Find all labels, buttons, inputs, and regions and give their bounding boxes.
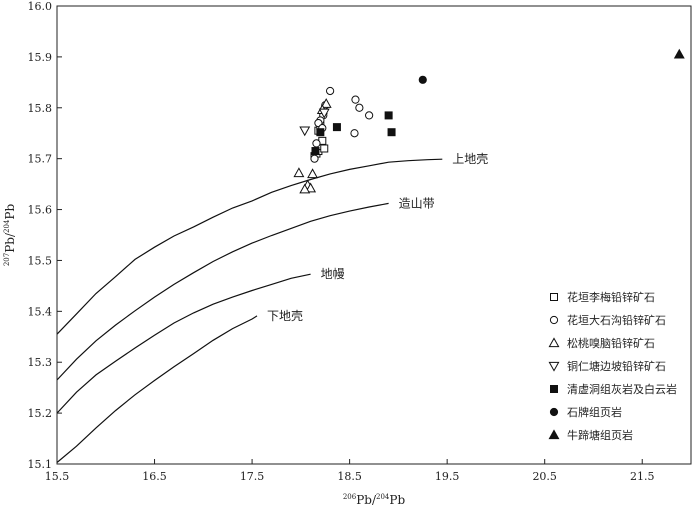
- data-point: [310, 154, 319, 163]
- data-point: [305, 182, 317, 193]
- x-axis-title: 206Pb/204Pb: [343, 493, 406, 507]
- x-tick-label: 18.5: [337, 470, 362, 483]
- x-tick-label: 16.5: [142, 470, 167, 483]
- data-point: [320, 144, 329, 153]
- y-tick-label: 15.4: [28, 305, 53, 318]
- x-tick-label: 21.5: [630, 470, 655, 483]
- curve-label: 造山带: [399, 196, 435, 210]
- legend-label: 花垣大石沟铅锌矿石: [567, 313, 666, 327]
- data-point: [326, 86, 335, 96]
- data-point: [351, 95, 360, 104]
- data-point: [387, 128, 396, 137]
- y-tick-label: 15.6: [28, 204, 53, 217]
- legend-label: 牛蹄塘组页岩: [567, 428, 633, 442]
- legend-marker: [550, 385, 558, 393]
- legend-marker: [549, 315, 559, 325]
- x-axis-ticks: 15.5 16.5 17.5 18.5 19.5 20.5 21.5: [45, 459, 655, 483]
- legend-label: 石牌组页岩: [567, 405, 622, 419]
- plot-frame: [56, 5, 692, 465]
- data-point: [384, 111, 393, 120]
- curve-line: [56, 315, 258, 463]
- x-tick-label: 17.5: [240, 470, 265, 483]
- data-point: [307, 168, 319, 179]
- x-tick-label: 20.5: [532, 470, 557, 483]
- legend-marker: [549, 407, 559, 417]
- curve-line: [56, 158, 443, 335]
- data-point: [355, 103, 364, 112]
- data-points: [293, 48, 685, 194]
- y-axis-ticks: 15.1 15.2 15.3 15.4 15.5 15.6 15.7 15.8 15.9 16.0: [28, 0, 62, 471]
- legend-label: 铜仁塘边坡铅锌矿石: [567, 359, 666, 373]
- y-tick-label: 15.2: [28, 407, 53, 420]
- legend-marker: [548, 361, 560, 372]
- curve-line: [56, 273, 311, 414]
- data-point: [418, 75, 427, 84]
- data-point: [365, 111, 374, 120]
- legend-marker: [548, 429, 560, 440]
- data-point: [311, 147, 320, 156]
- y-tick-label: 16.0: [28, 0, 53, 13]
- y-axis-title: 207Pb/204Pb: [3, 204, 17, 267]
- data-point: [293, 167, 305, 178]
- data-point: [318, 108, 330, 119]
- data-point: [320, 98, 332, 108]
- data-point: [299, 183, 311, 194]
- data-point: [316, 128, 325, 137]
- legend-label: 花垣李梅铅锌矿石: [567, 290, 655, 304]
- x-tick-label: 19.5: [435, 470, 460, 483]
- y-tick-label: 15.8: [28, 102, 53, 115]
- curve-label: 上地壳: [452, 152, 488, 166]
- legend-marker: [550, 293, 558, 301]
- data-point: [312, 139, 321, 148]
- y-tick-label: 15.1: [28, 458, 53, 471]
- legend-label: 松桃嗅脑铅锌矿石: [567, 336, 655, 350]
- data-point: [299, 126, 311, 137]
- evolution-curves: [56, 158, 443, 463]
- data-point: [350, 129, 359, 138]
- curve-line: [56, 202, 389, 381]
- curve-label: 下地壳: [267, 309, 303, 323]
- y-tick-label: 15.9: [28, 51, 53, 64]
- curve-label: 地幔: [321, 266, 345, 281]
- legend: 花垣李梅铅锌矿石花垣大石沟铅锌矿石松桃嗅脑铅锌矿石铜仁塘边坡铅锌矿石清虚洞组灰岩…: [548, 290, 677, 442]
- y-tick-label: 15.7: [28, 153, 53, 166]
- legend-marker: [548, 337, 560, 348]
- y-tick-label: 15.3: [28, 356, 53, 369]
- data-point: [332, 123, 341, 132]
- x-tick-label: 15.5: [45, 470, 70, 483]
- legend-label: 清虚洞组灰岩及白云岩: [567, 382, 677, 396]
- data-point: [673, 48, 685, 59]
- y-tick-label: 15.5: [28, 254, 53, 267]
